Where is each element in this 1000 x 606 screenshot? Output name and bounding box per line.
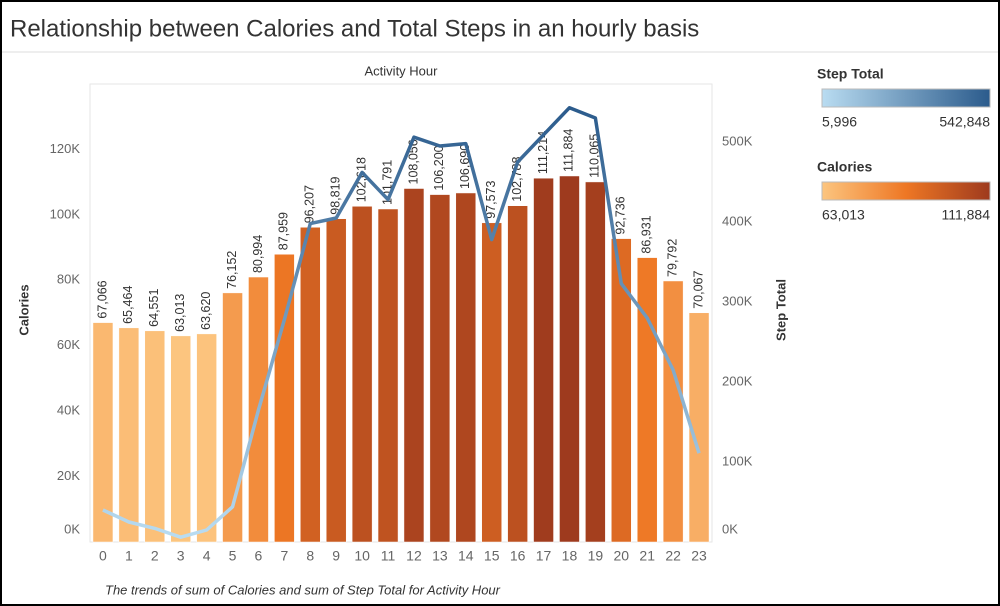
bar — [688, 312, 710, 543]
bar — [170, 335, 191, 543]
bar — [559, 175, 580, 543]
y-tick-label: 100K — [50, 206, 81, 221]
x-tick-label: 19 — [588, 548, 604, 564]
y2-tick-label: 200K — [722, 373, 753, 388]
y2-axis-title: Step Total — [773, 279, 788, 341]
y2-tick-label: 0K — [722, 521, 738, 536]
value-label: 102,618 — [354, 157, 368, 202]
bar — [118, 327, 140, 543]
y2-tick-label: 400K — [722, 213, 753, 228]
y-tick-label: 20K — [57, 468, 80, 483]
x-tick-label: 7 — [280, 548, 288, 564]
value-label: 79,792 — [665, 239, 679, 277]
bar — [377, 208, 399, 543]
legend-max: 542,848 — [939, 114, 990, 130]
x-tick-label: 4 — [203, 548, 211, 564]
x-tick-label: 15 — [484, 548, 500, 564]
value-label: 63,620 — [199, 292, 213, 330]
value-label: 106,200 — [432, 145, 446, 190]
bar — [274, 253, 295, 543]
y-tick-label: 120K — [50, 141, 81, 156]
bar — [222, 292, 243, 543]
x-tick-label: 17 — [536, 548, 552, 564]
bar — [92, 322, 114, 543]
x-tick-label: 23 — [691, 548, 707, 564]
x-tick-label: 8 — [306, 548, 314, 564]
x-tick-label: 20 — [614, 548, 630, 564]
bar — [403, 188, 425, 543]
y-tick-label: 40K — [57, 403, 80, 418]
value-label: 86,931 — [640, 215, 654, 253]
x-tick-label: 22 — [665, 548, 681, 564]
bar — [481, 222, 502, 543]
bar — [611, 238, 632, 543]
plot-area — [89, 83, 713, 543]
bar — [533, 177, 554, 543]
value-label: 80,994 — [251, 235, 265, 273]
bar — [636, 257, 658, 543]
value-label: 70,067 — [691, 271, 705, 309]
bar — [455, 192, 477, 543]
bar — [585, 181, 606, 543]
value-label: 63,013 — [173, 294, 187, 332]
bar — [300, 227, 321, 543]
value-label: 96,207 — [303, 185, 317, 223]
legend-title: Calories — [817, 159, 872, 175]
x-tick-label: 2 — [151, 548, 159, 564]
x-tick-label: 14 — [458, 548, 474, 564]
x-tick-label: 10 — [354, 548, 370, 564]
value-label: 76,152 — [225, 251, 239, 289]
bar — [351, 206, 373, 543]
x-tick-label: 12 — [406, 548, 422, 564]
x-tick-label: 1 — [125, 548, 133, 564]
x-tick-label: 18 — [562, 548, 578, 564]
value-label: 97,573 — [484, 181, 498, 219]
legend-title: Step Total — [817, 66, 884, 82]
x-axis-title: Activity Hour — [365, 63, 439, 78]
caption: The trends of sum of Calories and sum of… — [105, 582, 501, 597]
y-tick-label: 60K — [57, 337, 80, 352]
x-tick-label: 5 — [229, 548, 237, 564]
x-tick-label: 11 — [381, 548, 396, 564]
bar — [429, 194, 451, 543]
y2-tick-label: 100K — [722, 453, 753, 468]
x-tick-label: 9 — [332, 548, 340, 564]
value-label: 92,736 — [614, 196, 628, 234]
value-label: 64,551 — [147, 289, 161, 327]
y2-tick-label: 500K — [722, 133, 753, 148]
y-axis-title: Calories — [16, 284, 31, 335]
bar — [196, 333, 217, 543]
y2-tick-label: 300K — [722, 293, 753, 308]
value-label: 102,788 — [510, 157, 524, 202]
bar — [325, 218, 347, 543]
value-label: 111,884 — [562, 129, 576, 172]
legend-min: 5,996 — [822, 114, 857, 130]
value-label: 98,819 — [329, 176, 343, 214]
value-label: 106,690 — [458, 144, 472, 189]
x-tick-label: 3 — [177, 548, 185, 564]
x-tick-label: 0 — [99, 548, 107, 564]
legend-gradient — [821, 181, 991, 201]
x-tick-label: 16 — [510, 548, 526, 564]
x-tick-label: 13 — [432, 548, 448, 564]
bar — [144, 330, 166, 543]
x-tick-label: 21 — [639, 548, 655, 564]
step-line — [102, 105, 701, 539]
value-label: 108,056 — [406, 139, 420, 184]
chart-title: Relationship between Calories and Total … — [10, 15, 699, 42]
value-label: 65,464 — [121, 286, 135, 324]
legend-gradient — [821, 88, 991, 108]
legend-max: 111,884 — [941, 207, 990, 223]
x-tick-label: 6 — [255, 548, 263, 564]
value-label: 87,959 — [277, 212, 291, 250]
y-tick-label: 80K — [57, 272, 80, 287]
bar — [662, 280, 684, 543]
bar — [507, 205, 528, 543]
value-label: 67,066 — [95, 280, 109, 318]
legend-min: 63,013 — [822, 207, 865, 223]
y-tick-label: 0K — [64, 521, 80, 536]
